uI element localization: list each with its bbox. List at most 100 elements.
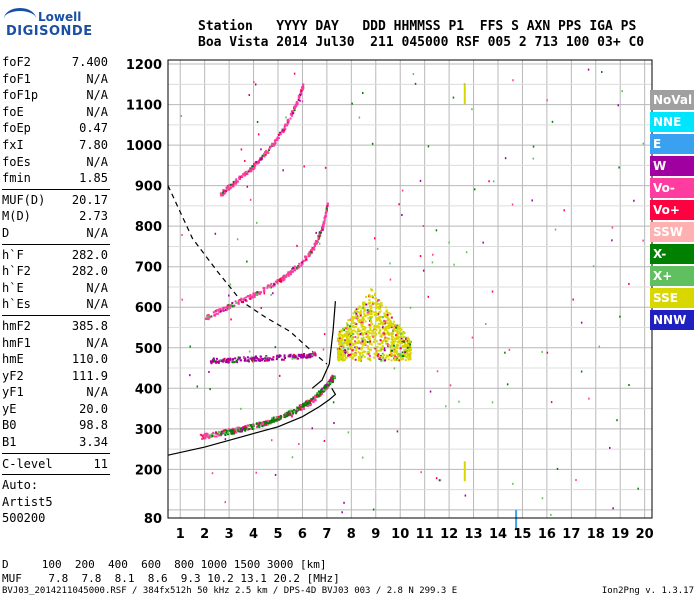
echo-dot [279, 418, 282, 421]
echo-dot [348, 345, 351, 348]
echo-dot [236, 358, 239, 361]
x-tick-label: 11 [416, 527, 434, 542]
echo-dot [358, 318, 361, 321]
echo-dot [398, 341, 401, 344]
echo-dot [362, 319, 365, 322]
echo-dot [383, 334, 386, 337]
echo-dot [360, 324, 363, 327]
echo-dot [391, 330, 394, 333]
echo-dot [396, 331, 399, 334]
echo-dot [304, 401, 307, 404]
echo-dot [234, 429, 237, 432]
echo-dot [352, 321, 355, 324]
echo-dot [386, 355, 389, 358]
echo-dot [222, 309, 225, 312]
echo-dot [398, 327, 401, 330]
echo-dot [389, 351, 392, 354]
version-label: Ion2Png v. 1.3.17 [601, 586, 694, 596]
echo-dot [357, 336, 360, 339]
noise-dot [389, 278, 392, 281]
echo-dot [250, 424, 253, 427]
echo-dot [210, 362, 213, 365]
echo-dot [351, 349, 354, 352]
echo-dot [289, 273, 292, 276]
echo-dot [373, 331, 376, 334]
echo-dot [232, 183, 235, 186]
echo-dot [290, 114, 293, 117]
noise-dot [550, 401, 553, 404]
echo-dot [350, 346, 353, 349]
echo-dot [228, 187, 231, 190]
auto-label: Auto: [2, 478, 39, 493]
echo-dot [241, 430, 244, 433]
x-tick-labels: 1 2 3 4 5 6 7 8 9 10 11 12 13 14 15 16 17 18 19 20 [176, 527, 654, 542]
echo-dot [253, 356, 256, 359]
echo-dot [390, 316, 393, 319]
echo-dot [257, 159, 260, 162]
echo-dot [263, 288, 266, 291]
echo-dot [341, 335, 344, 338]
x-tick-label: 6 [298, 527, 307, 542]
echo-dot [292, 353, 295, 356]
param-row: M(D) 2.73 [2, 209, 108, 224]
echo-dot [395, 350, 398, 353]
noise-dot [248, 350, 251, 353]
echo-dot [383, 322, 386, 325]
echo-dot [283, 125, 286, 128]
echo-dot [366, 350, 369, 353]
echo-dot [321, 225, 324, 228]
echo-dot [368, 309, 371, 312]
echo-dot [350, 342, 353, 345]
echo-dot [274, 280, 277, 283]
echo-dot [224, 190, 227, 193]
noise-dot [209, 388, 211, 391]
echo-dot [299, 408, 302, 411]
echo-dot [352, 348, 355, 351]
echo-dot [361, 354, 364, 357]
echo-dot [390, 324, 393, 327]
echo-dot [387, 312, 390, 315]
params-group-5: C-level 11 [2, 456, 110, 473]
echo-dot [363, 315, 366, 318]
echo-dot [268, 421, 271, 424]
echo-dot [367, 337, 370, 340]
auto-scaling-info: Auto: Artist5 500200 [2, 477, 110, 527]
noise-dot [642, 142, 645, 145]
echo-dot [281, 129, 284, 132]
echo-dot [360, 337, 363, 340]
echo-dot [222, 191, 225, 194]
noise-dot [427, 145, 430, 148]
echo-dot [266, 286, 269, 289]
echo-dot [207, 318, 210, 321]
echo-dot [356, 314, 359, 317]
echo-dot [250, 356, 253, 359]
echo-dot [211, 360, 214, 363]
echo-dot [395, 347, 398, 350]
echo-dot [404, 359, 407, 362]
echo-dot [364, 309, 367, 312]
echo-dot [233, 430, 236, 433]
echo-dot [354, 358, 357, 361]
echo-dot [227, 433, 230, 436]
echo-dot [349, 355, 352, 358]
echo-dot [370, 288, 373, 291]
echo-dot [273, 283, 276, 286]
echo-dot [318, 235, 321, 238]
echo-dot [270, 421, 273, 424]
echo-dot [287, 273, 290, 276]
echo-dot [362, 332, 365, 335]
echo-dot [386, 311, 389, 314]
param-row: yE 20.0 [2, 401, 108, 416]
echo-dot [212, 357, 215, 360]
echo-dot [396, 324, 399, 327]
echo-dot [203, 433, 206, 436]
echo-dot [253, 360, 256, 363]
echo-dot [378, 356, 381, 359]
echo-dot [394, 349, 397, 352]
y-tick-label: 200 [135, 463, 162, 478]
echo-dot [289, 112, 292, 115]
echo-dot [263, 155, 266, 158]
echo-dot [305, 356, 308, 359]
echo-dot [381, 304, 384, 307]
echo-dot [227, 361, 230, 364]
